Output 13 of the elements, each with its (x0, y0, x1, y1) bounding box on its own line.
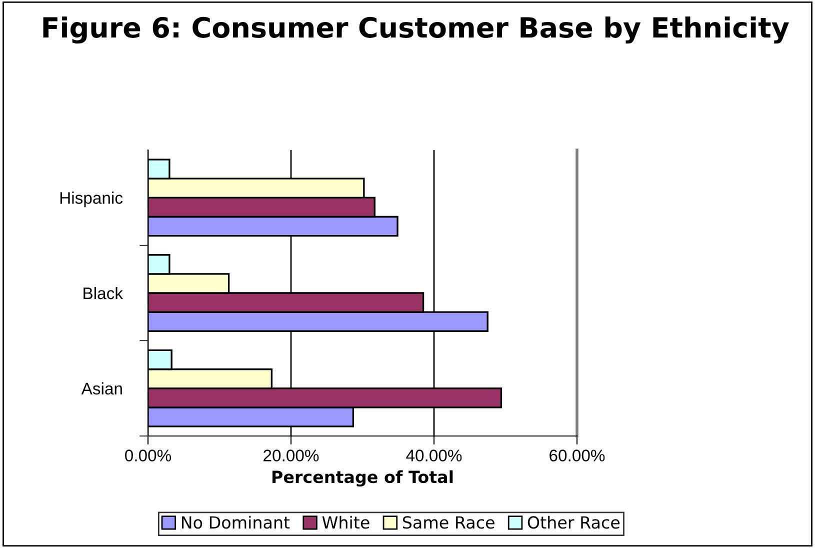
x-tick-label: 60.00% (550, 450, 605, 462)
x-tick-label: 0.00% (125, 450, 172, 462)
x-axis-title: Percentage of Total (272, 470, 453, 487)
x-tick-label: 40.00% (406, 450, 462, 462)
y-tick-label: Hispanic (60, 192, 123, 208)
legend-label: White (322, 516, 370, 529)
x-tick-label: 20.00% (264, 450, 319, 462)
chart-title: Figure 6: Consumer Customer Base by Ethnicity (43, 16, 789, 44)
legend-label: No Dominant (182, 516, 290, 529)
y-tick-label: Black (84, 286, 124, 300)
legend-label: Other Race (528, 516, 620, 529)
y-tick-label: Asian (81, 382, 122, 395)
legend-label: Same Race (402, 516, 494, 529)
